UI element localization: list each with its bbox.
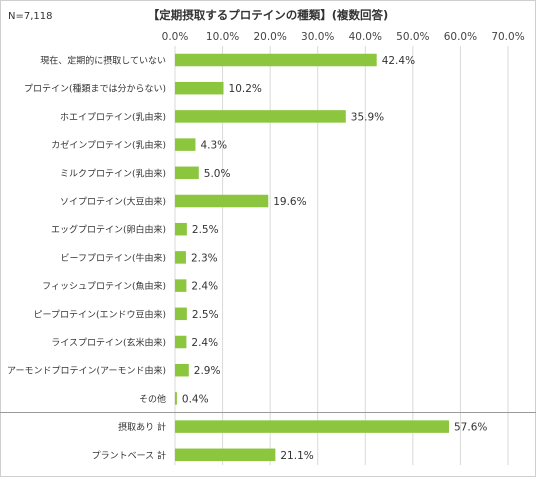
- category-label: 摂取あり 計: [118, 421, 166, 433]
- bar: [175, 166, 199, 180]
- x-tick-label: 20.0%: [253, 31, 286, 43]
- category-label: ソイプロテイン(大豆由来): [60, 196, 166, 208]
- bar: [175, 335, 187, 349]
- category-label: フィッシュプロテイン(魚由来): [42, 280, 166, 292]
- x-tick-label: 30.0%: [301, 31, 334, 43]
- data-label: 2.3%: [191, 252, 218, 264]
- category-label: 現在、定期的に摂取していない: [40, 55, 166, 67]
- bar: [175, 81, 224, 95]
- category-label: アーモンドプロテイン(アーモンド由来): [7, 365, 166, 377]
- category-label: ライスプロテイン(玄米由来): [51, 337, 166, 349]
- bar: [175, 448, 276, 462]
- category-label: ミルクプロテイン(乳由来): [60, 167, 166, 179]
- bar: [175, 138, 196, 151]
- data-label: 2.5%: [192, 309, 219, 321]
- data-label: 2.4%: [191, 337, 218, 349]
- x-tick-label: 40.0%: [349, 31, 382, 43]
- sample-size-label: N=7,118: [8, 11, 53, 22]
- bar: [175, 222, 187, 236]
- category-label: プラントベース 計: [92, 449, 166, 461]
- category-label: プロテイン(種類までは分からない): [24, 84, 166, 95]
- data-label: 2.9%: [194, 365, 221, 377]
- data-label: 42.4%: [382, 55, 415, 67]
- data-label: 21.1%: [280, 450, 313, 462]
- chart-title: 【定期摂取するプロテインの種類】(複数回答): [147, 8, 389, 22]
- category-label: ホエイプロテイン(乳由来): [60, 111, 166, 123]
- category-label: ビーフプロテイン(牛由来): [61, 252, 166, 264]
- data-label: 0.4%: [182, 393, 209, 405]
- bar: [175, 251, 186, 264]
- x-tick-label: 60.0%: [444, 31, 477, 43]
- bar: [175, 194, 269, 208]
- data-label: 2.4%: [191, 281, 218, 293]
- data-label: 19.6%: [273, 196, 306, 208]
- bar: [175, 307, 187, 321]
- data-label: 10.2%: [229, 83, 262, 95]
- x-tick-label: 10.0%: [206, 31, 239, 43]
- bar: [175, 53, 377, 67]
- x-tick-label: 50.0%: [396, 31, 429, 43]
- bar: [175, 392, 177, 405]
- bar: [175, 363, 189, 377]
- data-label: 5.0%: [204, 168, 231, 180]
- data-label: 57.6%: [454, 422, 487, 434]
- category-label: ピープロテイン(エンドウ豆由来): [34, 308, 166, 320]
- data-label: 35.9%: [351, 111, 384, 123]
- bar: [175, 279, 187, 292]
- category-label: その他: [139, 393, 166, 405]
- category-label: カゼインプロテイン(乳由来): [51, 139, 166, 151]
- category-label: エッグプロテイン(卵白由来): [51, 224, 166, 236]
- data-label: 2.5%: [192, 224, 219, 236]
- x-tick-label: 0.0%: [162, 31, 189, 43]
- x-tick-label: 70.0%: [491, 31, 524, 43]
- bar: [175, 110, 346, 123]
- data-label: 4.3%: [200, 140, 227, 152]
- bar: [175, 420, 450, 433]
